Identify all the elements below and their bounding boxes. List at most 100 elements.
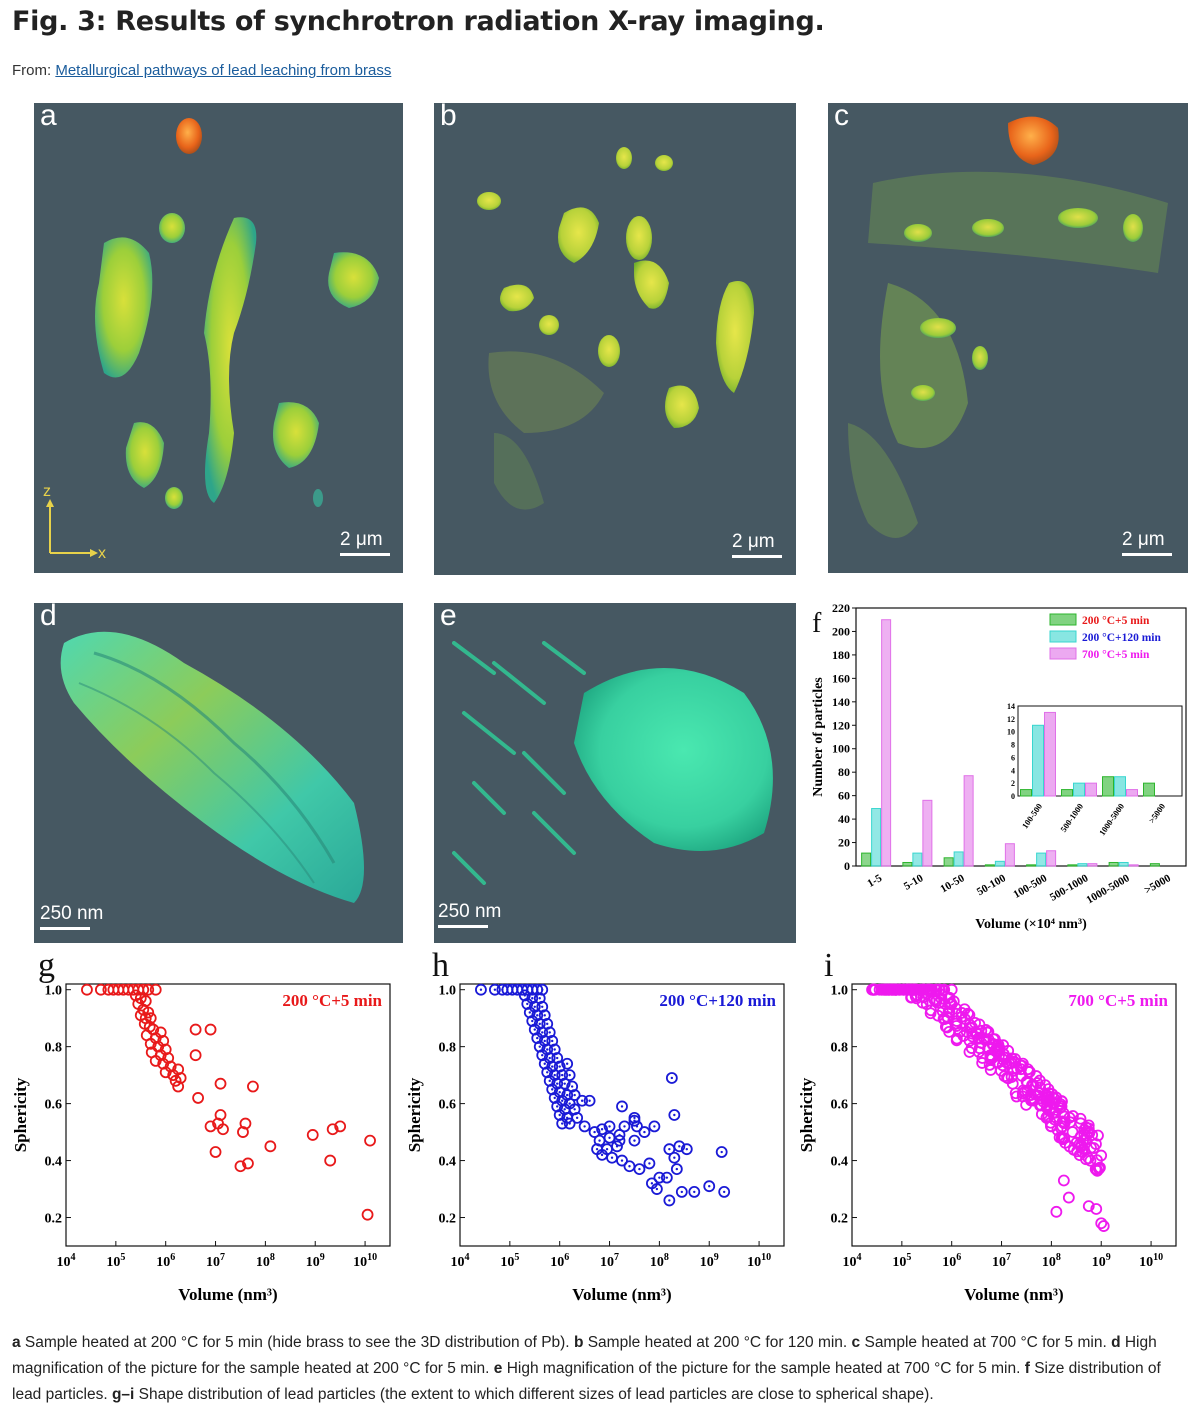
panel-f-xlabel: Volume (×10⁴ nm³) [975, 917, 1087, 932]
scatter-point [976, 1057, 989, 1069]
panel-f-inset-ytick-label: 10 [1007, 728, 1015, 737]
panel-f-inset-ytick-label: 4 [1011, 766, 1015, 775]
panel-f-ytick-label: 120 [832, 718, 850, 732]
caption-key-d: d [1111, 1334, 1121, 1351]
panel-f-inset-bar [1073, 782, 1085, 797]
scatter-point [1073, 1138, 1086, 1151]
figure-title: Fig. 3: Results of synchrotron radiation… [12, 6, 825, 37]
panel-f-bar [1108, 861, 1119, 867]
scatter-ytick-label: 1.0 [439, 984, 457, 999]
source-article-link[interactable]: Metallurgical pathways of lead leaching … [55, 62, 392, 79]
scatter-xtick-label: 106 [942, 1252, 961, 1270]
panel-f-ytick-label: 180 [832, 648, 850, 662]
scatter-point [715, 1146, 728, 1158]
scatter-point [556, 1117, 569, 1130]
panel-f-legend-swatch [1049, 613, 1077, 626]
scatter-plot-frame [65, 983, 391, 1247]
panel-f-bar [953, 851, 964, 867]
axis-triad-icon [46, 499, 98, 557]
scatter-point [364, 1134, 376, 1147]
scatter-point [1008, 1055, 1021, 1068]
scatter-point [688, 1185, 701, 1198]
scatter-point-center [610, 1156, 614, 1159]
scatter-point-center [536, 1036, 539, 1040]
scatter-point [242, 1157, 254, 1170]
scatter-point-center [668, 1199, 671, 1202]
scatter-point [1026, 1079, 1038, 1092]
scatter-point [938, 983, 951, 996]
panel-f-bar [1067, 864, 1078, 867]
scatter-point [578, 1120, 591, 1133]
scatter-point [247, 1080, 259, 1093]
scatter-point [1050, 1205, 1063, 1218]
scatter-point [167, 1069, 180, 1082]
scatter-point-center [546, 1022, 549, 1026]
caption-text-d: High magnification of the picture for th… [12, 1334, 1157, 1377]
scatter-point-center [708, 1184, 711, 1188]
panel-h-chart: h 0.2 0.4 0.6 0.8 1.0 104 105 106 107 108 109 1010 Vo… [402, 944, 794, 1314]
scatter-point [613, 1129, 626, 1141]
caption-key-gi: g–i [111, 1386, 135, 1403]
scatter-point [576, 1094, 589, 1107]
scatter-point [633, 1163, 646, 1176]
caption-key-c: c [851, 1334, 861, 1351]
panel-f-legend-text: 200 °C+120 min [1082, 632, 1161, 644]
scatter-point [1058, 1132, 1071, 1145]
scatter-point [1062, 1191, 1075, 1204]
axis-z-label: z [43, 483, 51, 500]
scatter-point-center [543, 1039, 546, 1043]
scatter-point [204, 1023, 217, 1036]
panel-c-label: c [834, 103, 849, 132]
scatter-point [628, 1134, 641, 1147]
scatter-point-center [655, 1187, 659, 1191]
panel-b-scalebar: 2 μm [732, 531, 782, 558]
panel-b-render [477, 147, 754, 510]
scatter-point-center [565, 1062, 569, 1065]
panel-f-inset-ytick-label: 0 [1011, 792, 1015, 801]
panel-d-scalebar: 250 nm [40, 903, 103, 930]
panel-f-xtick-label: 1-5 [865, 872, 884, 890]
scatter-point [149, 1054, 162, 1067]
scatter-point [142, 983, 155, 996]
panel-f-bar [994, 860, 1005, 867]
scatter-point [204, 1120, 217, 1133]
scatter-point-center [538, 1022, 541, 1026]
scatter-point [930, 983, 943, 996]
panel-label: h [432, 947, 449, 984]
scatter-point-center [568, 1122, 571, 1125]
scatter-point [878, 983, 891, 996]
panel-c-render [848, 116, 1168, 538]
scatter-point-center [650, 1182, 654, 1185]
scatter-point [950, 1015, 963, 1027]
scatter-point [1034, 1081, 1046, 1094]
scatter-point [618, 1120, 631, 1133]
scatter-xtick-label: 104 [57, 1252, 76, 1270]
scatter-point [945, 983, 958, 996]
scatter-point [1056, 1133, 1069, 1146]
panel-g-chart: g 0.2 0.4 0.6 0.8 1.0 104 105 106 107 108 109 1010 Vo… [8, 944, 400, 1314]
panel-a-scale-text: 2 μm [340, 529, 383, 550]
scatter-point [94, 983, 107, 996]
caption-text-c: Sample heated at 700 °C for 5 min. [860, 1334, 1112, 1351]
scatter-point-center [595, 1147, 599, 1151]
panel-f-bar [984, 864, 995, 867]
scatter-point [488, 983, 501, 996]
scatter-point [306, 1129, 319, 1141]
scatter-point [670, 1163, 683, 1176]
from-label: From: [12, 62, 52, 79]
scatter-point-center [583, 1125, 586, 1128]
panel-f-xtick-label: 500-1000 [1048, 872, 1091, 904]
panel-c-scalebar: 2 μm [1122, 529, 1172, 556]
scatter-xlabel: Volume (nm³) [178, 1285, 277, 1304]
panel-f-ytick-label: 20 [838, 836, 850, 850]
scatter-point-center [533, 1005, 536, 1008]
scatter-point [990, 1043, 1003, 1056]
panel-f-inset-bar [1032, 724, 1044, 797]
scatter-point [932, 1009, 944, 1022]
scatter-point [1006, 1077, 1019, 1090]
scatter-point-center [543, 1062, 546, 1065]
scatter-point [996, 1059, 1009, 1072]
scatter-point [1057, 1174, 1070, 1187]
scatter-point [990, 1056, 1003, 1069]
scatter-ytick-label: 0.2 [45, 1212, 63, 1227]
